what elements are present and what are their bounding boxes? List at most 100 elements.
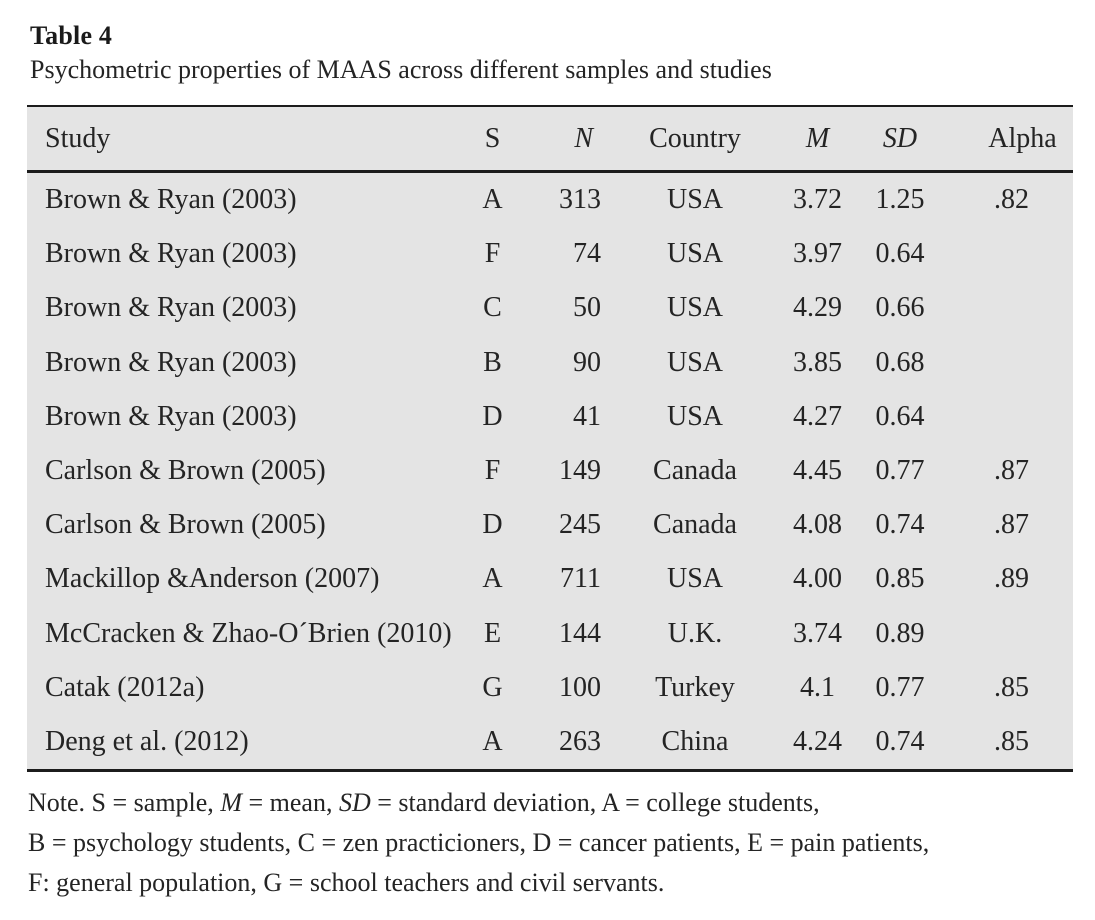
table-row: Brown & Ryan (2003) C 50 USA 4.29 0.66 <box>27 281 1073 335</box>
cell-m: 3.85 <box>793 346 842 378</box>
cell-n: 263 <box>559 725 601 757</box>
table-row: McCracken & Zhao-O´Brien (2010) E 144 U.K. 3… <box>27 607 1073 661</box>
cell-n: 74 <box>573 238 601 270</box>
cell-sd: 0.89 <box>875 617 925 649</box>
cell-n: 711 <box>560 563 601 595</box>
cell-n: 41 <box>573 400 601 432</box>
header-mean: M <box>805 122 830 154</box>
cell-study: Brown & Ryan (2003) <box>45 346 297 378</box>
cell-s: F <box>484 238 501 270</box>
table-note: Note. S = sample, M = mean, SD = standar… <box>28 783 1095 903</box>
header-country: Country <box>649 122 741 154</box>
cell-study: Brown & Ryan (2003) <box>45 292 297 324</box>
cell-alpha: .87 <box>994 509 1029 541</box>
cell-n: 313 <box>559 184 601 216</box>
note-text: = mean, <box>241 788 339 818</box>
table-label: Table 4 <box>30 21 113 50</box>
cell-study: McCracken & Zhao-O´Brien (2010) <box>45 617 452 649</box>
cell-study: Mackillop &Anderson (2007) <box>45 563 380 595</box>
cell-alpha: .85 <box>994 671 1029 703</box>
cell-sd: 0.74 <box>875 725 925 757</box>
note-line-3: F: general population, G = school teache… <box>28 868 665 898</box>
table-caption: Table 4 Psychometric properties of MAAS … <box>0 0 1095 88</box>
cell-sd: 0.64 <box>875 400 925 432</box>
cell-n: 245 <box>559 509 601 541</box>
cell-sd: 0.77 <box>875 671 925 703</box>
cell-study: Carlson & Brown (2005) <box>45 455 326 487</box>
cell-sd: 0.77 <box>875 455 925 487</box>
cell-m: 4.1 <box>800 671 835 703</box>
cell-sd: 0.64 <box>875 238 925 270</box>
cell-m: 4.27 <box>793 400 842 432</box>
note-line-2: B = psychology students, C = zen practic… <box>28 828 930 858</box>
cell-study: Catak (2012a) <box>45 671 205 703</box>
header-n: N <box>574 122 593 154</box>
cell-alpha: .82 <box>994 184 1029 216</box>
cell-n: 100 <box>559 671 601 703</box>
note-sd-symbol: SD <box>338 788 371 818</box>
cell-country: U.K. <box>667 617 723 649</box>
cell-s: F <box>484 455 501 487</box>
cell-m: 4.29 <box>793 292 842 324</box>
cell-country: USA <box>666 238 723 270</box>
cell-n: 149 <box>559 455 601 487</box>
table-row: Brown & Ryan (2003) A 313 USA 3.72 1.25 .82 <box>27 173 1073 227</box>
header-sample: S <box>484 122 501 154</box>
cell-s: B <box>483 346 502 378</box>
table-row: Carlson & Brown (2005) D 245 Canada 4.08 0.74… <box>27 498 1073 552</box>
header-alpha: Alpha <box>988 122 1057 154</box>
cell-s: E <box>483 617 502 649</box>
cell-study: Carlson & Brown (2005) <box>45 509 326 541</box>
cell-country: USA <box>666 563 723 595</box>
header-study: Study <box>45 122 111 154</box>
cell-m: 3.74 <box>793 617 842 649</box>
cell-country: USA <box>666 292 723 324</box>
table-row: Catak (2012a) G 100 Turkey 4.1 0.77 .85 <box>27 661 1073 715</box>
cell-m: 4.00 <box>793 563 842 595</box>
note-text: = standard deviation, A = college studen… <box>370 788 820 818</box>
header-sd: SD <box>882 122 918 154</box>
cell-country: China <box>661 725 729 757</box>
cell-sd: 0.66 <box>875 292 925 324</box>
cell-s: G <box>482 671 503 703</box>
cell-s: D <box>482 400 503 432</box>
table-header-row: Study S N Country M SD Alpha <box>27 107 1073 173</box>
note-m-symbol: M <box>220 788 242 818</box>
cell-n: 90 <box>573 346 601 378</box>
table-row: Brown & Ryan (2003) F 74 USA 3.97 0.64 <box>27 227 1073 281</box>
cell-alpha: .89 <box>994 563 1029 595</box>
cell-m: 4.45 <box>793 455 842 487</box>
cell-country: Canada <box>653 455 737 487</box>
table-row: Brown & Ryan (2003) D 41 USA 4.27 0.64 <box>27 390 1073 444</box>
cell-s: A <box>482 184 503 216</box>
cell-study: Brown & Ryan (2003) <box>45 184 297 216</box>
note-text: Note. S = sample, <box>28 788 221 818</box>
cell-s: D <box>482 509 503 541</box>
cell-sd: 0.85 <box>875 563 925 595</box>
cell-s: A <box>482 725 503 757</box>
cell-country: Canada <box>653 509 737 541</box>
table-title: Psychometric properties of MAAS across d… <box>30 55 772 84</box>
cell-study: Brown & Ryan (2003) <box>45 400 297 432</box>
cell-alpha: .87 <box>994 455 1029 487</box>
cell-n: 144 <box>559 617 601 649</box>
cell-sd: 1.25 <box>875 184 925 216</box>
cell-country: Turkey <box>655 671 735 703</box>
cell-study: Brown & Ryan (2003) <box>45 238 297 270</box>
note-line-1: Note. S = sample, M = mean, SD = standar… <box>28 783 1095 823</box>
cell-m: 4.08 <box>793 509 842 541</box>
table-row: Mackillop &Anderson (2007) A 711 USA 4.00 0.8… <box>27 552 1073 606</box>
cell-m: 4.24 <box>793 725 842 757</box>
cell-study: Deng et al. (2012) <box>45 725 249 757</box>
table-row: Deng et al. (2012) A 263 China 4.24 0.74 .85 <box>27 715 1073 769</box>
cell-sd: 0.68 <box>875 346 925 378</box>
table-row: Brown & Ryan (2003) B 90 USA 3.85 0.68 <box>27 336 1073 390</box>
table-row: Carlson & Brown (2005) F 149 Canada 4.45 0.77… <box>27 444 1073 498</box>
data-table: Study S N Country M SD Alpha Brown & Rya… <box>27 105 1073 773</box>
cell-country: USA <box>666 400 723 432</box>
cell-m: 3.97 <box>793 238 842 270</box>
cell-m: 3.72 <box>793 184 842 216</box>
table-body: Brown & Ryan (2003) A 313 USA 3.72 1.25 .82 Bro… <box>27 173 1073 769</box>
cell-s: C <box>483 292 502 324</box>
